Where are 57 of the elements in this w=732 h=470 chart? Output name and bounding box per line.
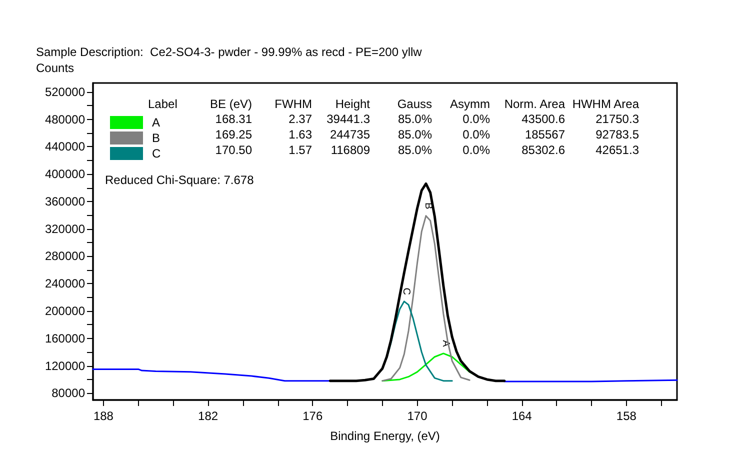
annotation: Reduced Chi-Square: 7.678 — [105, 173, 254, 187]
annotation: 244735 — [330, 128, 370, 142]
y-tick-label: 80000 — [52, 386, 86, 400]
annotation: 169.25 — [215, 128, 252, 142]
annotation: 43500.6 — [522, 112, 566, 126]
annotation: 92783.5 — [596, 128, 640, 142]
annotation: 39441.3 — [326, 112, 370, 126]
annotation: BE (eV) — [210, 97, 252, 111]
annotation: 1.57 — [288, 143, 312, 157]
annotation: 116809 — [330, 143, 370, 157]
annotation: 2.37 — [288, 112, 312, 126]
annotation: 85.0% — [398, 128, 432, 142]
annotation: Gauss — [397, 97, 432, 111]
annotation: 0.0% — [462, 112, 490, 126]
annotation: 0.0% — [462, 128, 490, 142]
annotation: 85302.6 — [522, 143, 566, 157]
y-tick-label: 120000 — [44, 358, 86, 373]
annotation: 0.0% — [462, 143, 490, 157]
annotation: Height — [335, 97, 371, 111]
y-axis-title: Counts — [36, 61, 74, 75]
y-tick-label: 240000 — [44, 276, 86, 291]
annotation: 1.63 — [288, 128, 312, 142]
annotation: FWHM — [274, 97, 312, 111]
annotation: 85.0% — [398, 112, 432, 126]
y-tick-label: 440000 — [44, 140, 86, 154]
y-tick-label: 360000 — [44, 194, 86, 208]
annotation: HWHM Area — [572, 97, 640, 111]
y-tick-label: 480000 — [44, 112, 86, 126]
y-tick-label: 320000 — [44, 222, 86, 236]
x-tick-label: 164 — [512, 409, 532, 423]
y-tick-label: 280000 — [44, 249, 86, 264]
annotation: 170.50 — [215, 143, 252, 157]
y-tick-label: 520000 — [44, 84, 86, 99]
annotation: Norm. Area — [504, 97, 566, 111]
legend-label: A — [152, 116, 160, 130]
annotation: 168.31 — [215, 112, 252, 126]
y-tick-label: 400000 — [44, 167, 86, 182]
line-series — [382, 215, 470, 382]
annotation: 185567 — [524, 128, 566, 142]
x-axis-title: Binding Energy, (eV) — [330, 429, 440, 443]
y-tick-label: 160000 — [44, 331, 86, 346]
line-series — [328, 182, 506, 382]
x-tick-label: 176 — [302, 409, 323, 423]
annotation: 85.0% — [398, 143, 432, 157]
x-tick-label: 158 — [616, 409, 637, 423]
annotation: Asymm — [450, 97, 490, 111]
y-tick-label: 200000 — [44, 304, 86, 318]
annotation: C — [400, 288, 412, 296]
annotation: 21750.3 — [596, 112, 640, 126]
annotation: Label — [148, 97, 178, 111]
legend-label: C — [152, 146, 161, 160]
chart-title: Sample Description: Ce2-SO4-3- pwder - 99.99% as recd - PE=200 yllw — [36, 45, 422, 59]
x-tick-label: 188 — [93, 409, 114, 423]
x-tick-label: 170 — [407, 409, 428, 423]
annotation: 42651.3 — [596, 143, 640, 157]
legend-label: B — [152, 131, 160, 145]
x-tick-label: 182 — [198, 409, 218, 423]
